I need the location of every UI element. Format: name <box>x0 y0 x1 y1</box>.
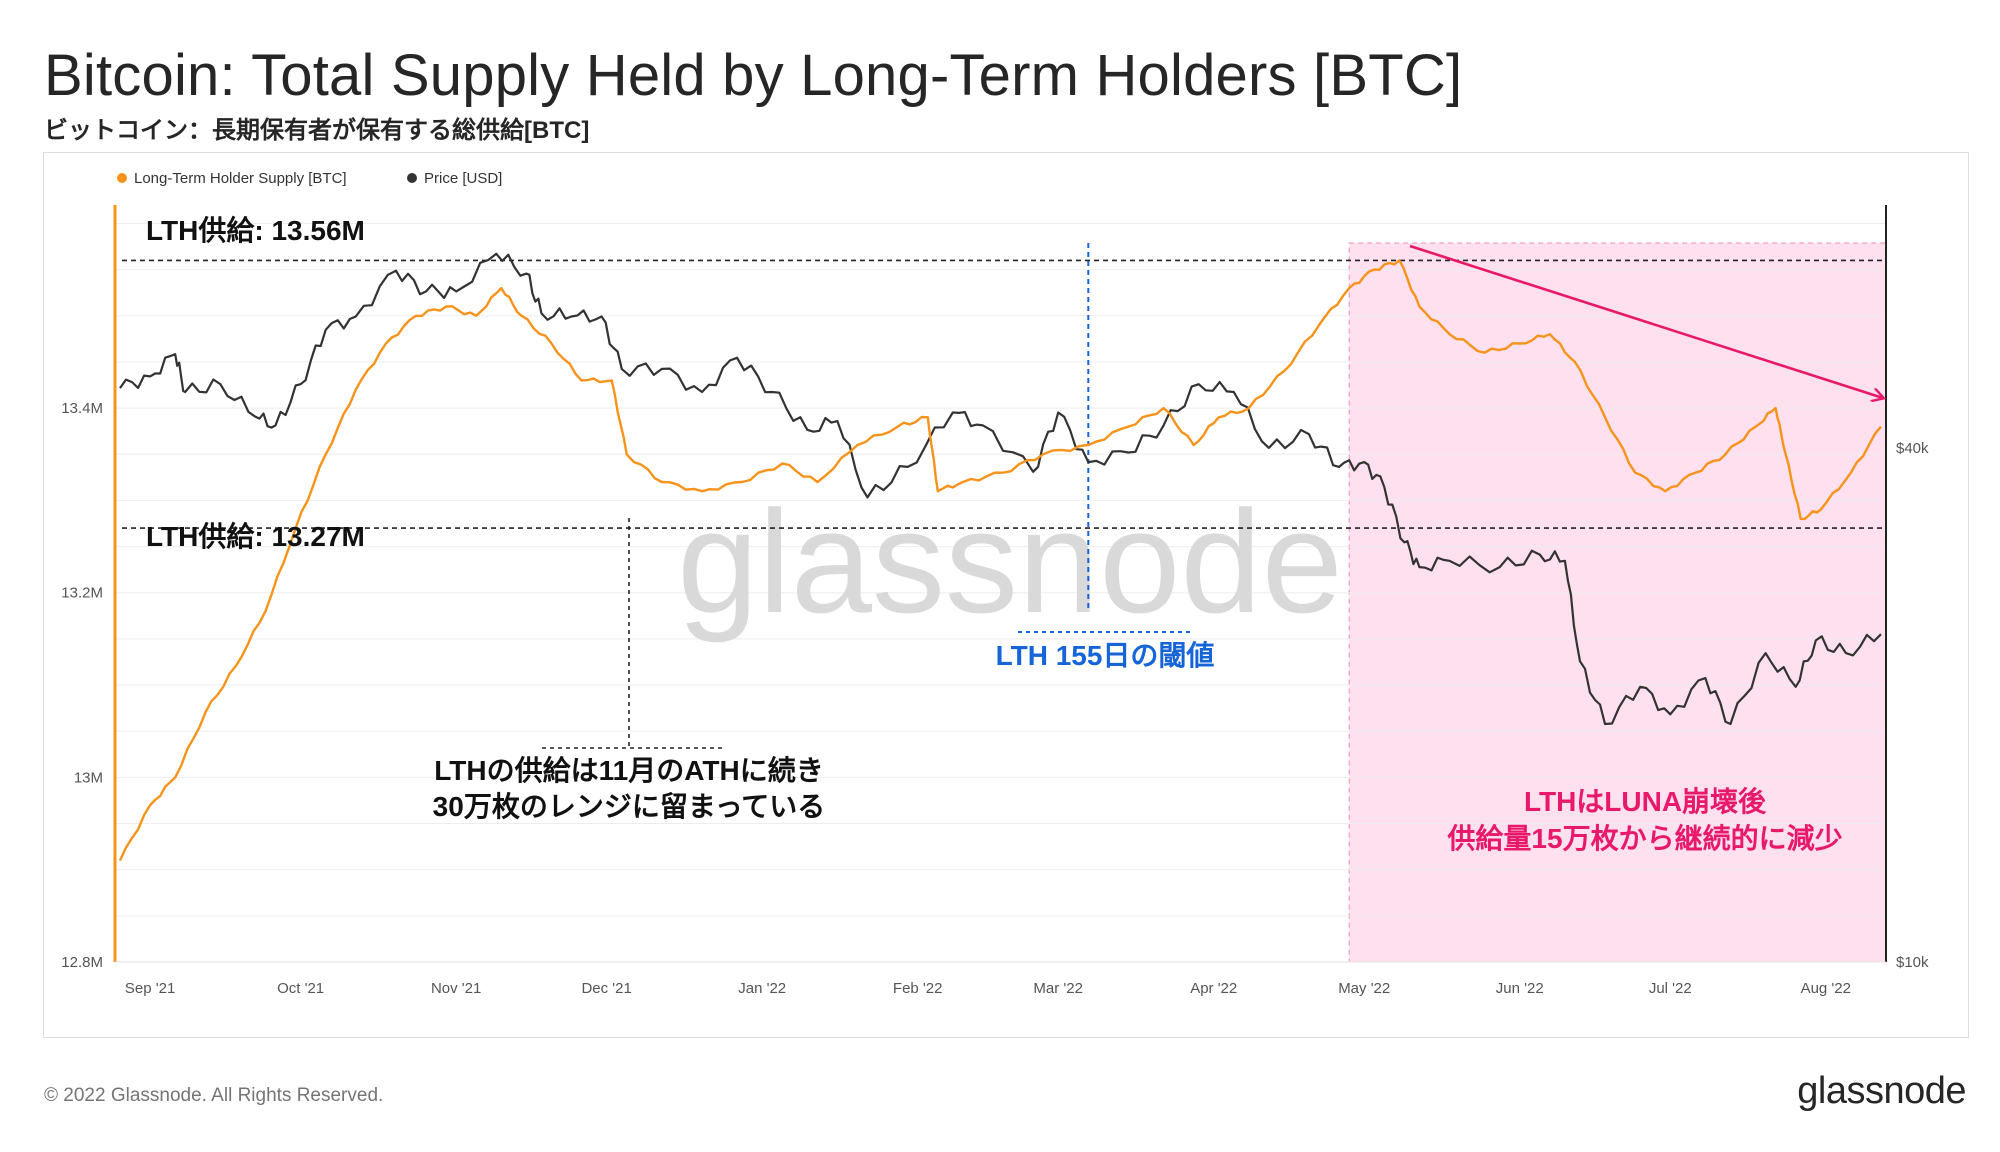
x-tick-label: May '22 <box>1338 980 1390 997</box>
left-tick-label: 13M <box>74 769 103 786</box>
x-axis-ticks: Sep '21 Oct '21 Nov '21 Dec '21 Jan '22 Feb '… <box>125 980 1851 997</box>
legend-lth-dot <box>117 173 127 183</box>
footer-copyright: © 2022 Glassnode. All Rights Reserved. <box>44 1085 384 1106</box>
footer-logo[interactable]: glassnode <box>1797 1070 1966 1112</box>
left-tick-label: 13.4M <box>61 400 103 417</box>
annotation-lth-high: LTH供給: 13.56M <box>146 214 365 246</box>
x-tick-label: Feb '22 <box>893 980 943 997</box>
annotation-range-line1: LTHの供給は11月のATHに続き <box>434 754 823 786</box>
legend-lth-label[interactable]: Long-Term Holder Supply [BTC] <box>134 170 347 187</box>
left-tick-label: 13.2M <box>61 585 103 602</box>
annotation-decline-line2: 供給量15万枚から継続的に減少 <box>1446 822 1842 854</box>
chart-subtitle: ビットコイン：長期保有者が保有する総供給[BTC] <box>44 117 590 144</box>
chart-title: Bitcoin: Total Supply Held by Long-Term … <box>44 43 1463 108</box>
right-tick-label: $40k <box>1896 440 1929 457</box>
watermark: glassnode <box>677 480 1343 643</box>
x-tick-label: Jul '22 <box>1649 980 1692 997</box>
x-tick-label: Jan '22 <box>738 980 786 997</box>
legend-price-label[interactable]: Price [USD] <box>424 170 502 187</box>
x-tick-label: Sep '21 <box>125 980 175 997</box>
x-tick-label: Jun '22 <box>1496 980 1544 997</box>
legend: Long-Term Holder Supply [BTC] Price [USD… <box>117 170 502 187</box>
annotation-lth-low: LTH供給: 13.27M <box>146 520 365 552</box>
series-price-usd <box>119 252 1882 726</box>
left-axis-ticks: 12.8M 13M 13.2M 13.4M <box>61 400 103 971</box>
annotation-threshold: LTH 155日の閾値 <box>996 640 1215 671</box>
right-tick-label: $10k <box>1896 954 1929 971</box>
gridlines <box>115 222 1886 917</box>
left-tick-label: 12.8M <box>61 954 103 971</box>
legend-price-dot <box>407 173 417 183</box>
decline-trend-arrow <box>1409 244 1883 398</box>
highlight-region <box>1348 242 1887 963</box>
right-axis-ticks: $10k $40k <box>1896 440 1929 971</box>
series-lth-supply <box>118 259 1882 862</box>
x-tick-label: Aug '22 <box>1801 980 1851 997</box>
annotation-range-line2: 30万枚のレンジに留まっている <box>433 791 826 822</box>
x-tick-label: Apr '22 <box>1190 980 1237 997</box>
annotation-decline-line1: LTHはLUNA崩壊後 <box>1524 786 1767 817</box>
x-tick-label: Dec '21 <box>581 980 631 997</box>
x-tick-label: Oct '21 <box>277 980 324 997</box>
x-tick-label: Mar '22 <box>1033 980 1083 997</box>
x-tick-label: Nov '21 <box>431 980 481 997</box>
